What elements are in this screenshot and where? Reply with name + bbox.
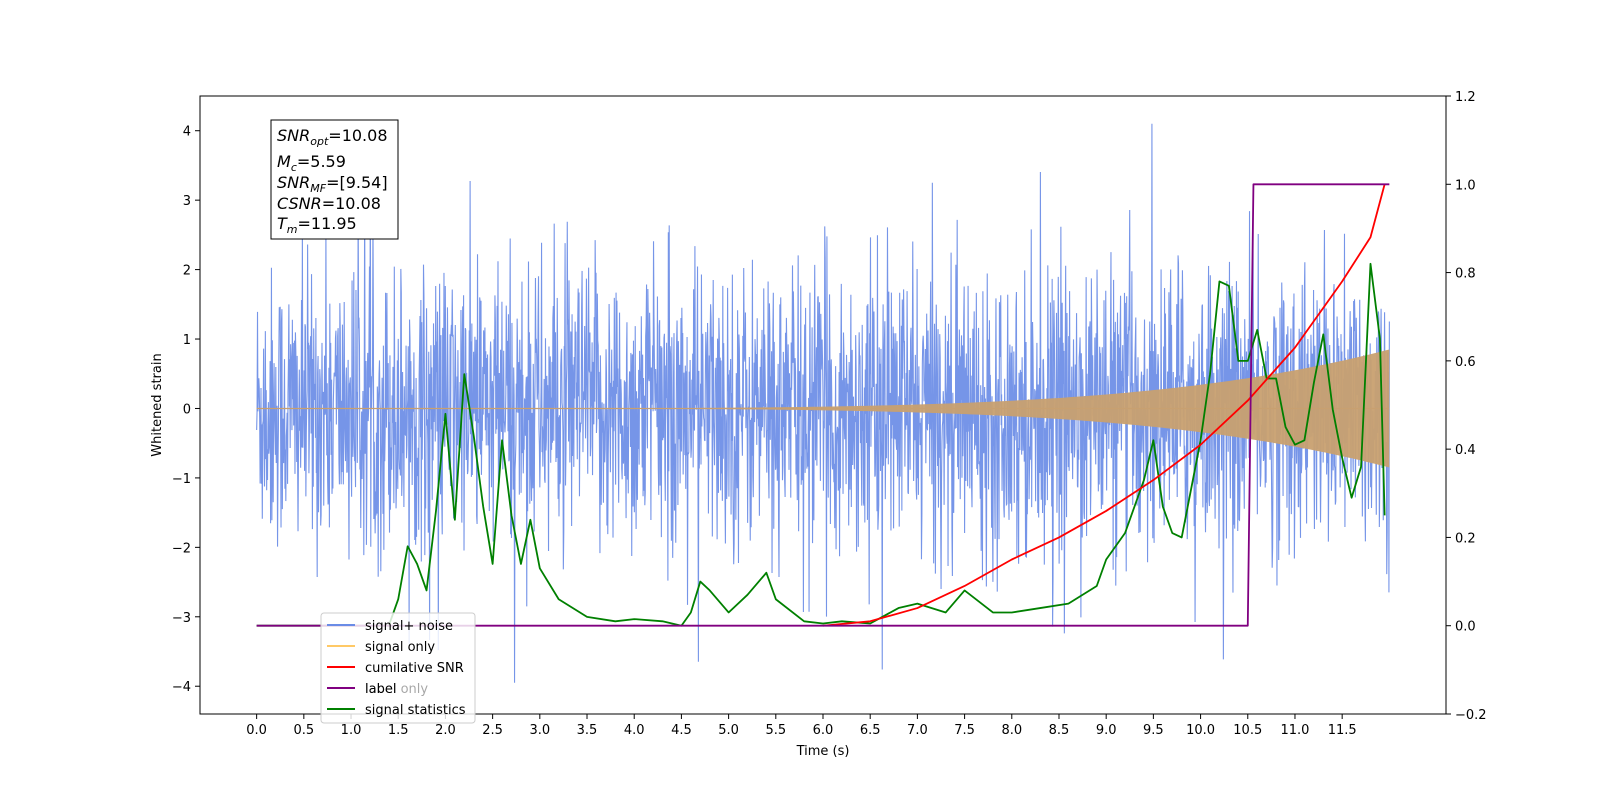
x-tick-label: 9.5 bbox=[1143, 723, 1164, 738]
y-tick-label: −1 bbox=[172, 472, 191, 487]
y-tick-label: 3 bbox=[183, 194, 191, 209]
legend-label-cumulative-snr: cumilative SNR bbox=[365, 661, 464, 676]
x-tick-label: 3.0 bbox=[529, 723, 550, 738]
cumulative-snr-line bbox=[822, 184, 1386, 627]
y-tick-label: −4 bbox=[172, 680, 191, 695]
right-axis-series bbox=[256, 183, 1390, 627]
x-axis: 0.0 0.5 1.0 1.5 2.0 2.5 3.0 3.5 4.0 4.5 5.0 5.5 6.0 6… bbox=[246, 714, 1357, 738]
x-tick-label: 10.5 bbox=[1233, 723, 1262, 738]
annotation-snr-opt: SNRopt=10.08 bbox=[277, 126, 388, 148]
y2-tick-label: 0.8 bbox=[1455, 267, 1476, 282]
y-tick-label: 2 bbox=[183, 264, 191, 279]
y-axis-right: 1.2 1.0 0.8 0.6 0.4 0.2 0.0 −0.2 bbox=[1446, 90, 1487, 723]
x-tick-label: 2.0 bbox=[435, 723, 456, 738]
x-tick-label: 4.5 bbox=[671, 723, 692, 738]
x-tick-label: 1.0 bbox=[341, 723, 362, 738]
y2-tick-label: 0.2 bbox=[1455, 531, 1476, 546]
legend-label-label: label bbox=[365, 682, 396, 697]
x-tick-label: 6.5 bbox=[860, 723, 881, 738]
x-tick-label: 8.5 bbox=[1049, 723, 1070, 738]
x-tick-label: 1.5 bbox=[388, 723, 409, 738]
legend-label-signal-noise: signal+ noise bbox=[365, 619, 453, 634]
x-tick-label: 8.0 bbox=[1001, 723, 1022, 738]
x-tick-label: 11.0 bbox=[1280, 723, 1309, 738]
legend-label-label-only: label only bbox=[365, 682, 428, 697]
y2-tick-label: 0.6 bbox=[1455, 355, 1476, 370]
x-tick-label: 0.0 bbox=[246, 723, 267, 738]
y2-tick-label: 0.0 bbox=[1455, 620, 1476, 635]
annotation-csnr: CSNR=10.08 bbox=[277, 194, 381, 213]
x-tick-label: 5.0 bbox=[718, 723, 739, 738]
y-axis-label: Whitened strain bbox=[150, 353, 165, 456]
signal-statistics-line bbox=[256, 262, 1386, 627]
x-tick-label: 5.5 bbox=[765, 723, 786, 738]
x-tick-label: 3.5 bbox=[577, 723, 598, 738]
y2-tick-label: 1.2 bbox=[1455, 90, 1476, 105]
y-tick-label: 4 bbox=[183, 125, 191, 140]
x-tick-label: 7.5 bbox=[954, 723, 975, 738]
x-tick-label: 11.5 bbox=[1328, 723, 1357, 738]
annotation-mc: Mc=5.59 bbox=[277, 152, 346, 174]
y-tick-label: −2 bbox=[172, 541, 191, 556]
annotation-box: SNRopt=10.08 Mc=5.59 SNRMF=[9.54] CSNR=1… bbox=[270, 119, 399, 240]
legend: signal+ noise signal only cumilative SNR… bbox=[320, 612, 476, 724]
y-tick-label: 0 bbox=[183, 402, 191, 417]
legend-label-signal-statistics: signal statistics bbox=[365, 703, 466, 718]
x-tick-label: 7.0 bbox=[907, 723, 928, 738]
x-tick-label: 6.0 bbox=[813, 723, 834, 738]
annotation-snr-mf: SNRMF=[9.54] bbox=[277, 173, 388, 195]
y-tick-label: −3 bbox=[172, 611, 191, 626]
x-tick-label: 4.0 bbox=[624, 723, 645, 738]
signal-only-trace bbox=[256, 349, 1390, 468]
y-tick-label: 1 bbox=[183, 333, 191, 348]
y2-tick-label: 0.4 bbox=[1455, 443, 1476, 458]
x-axis-label: Time (s) bbox=[796, 744, 850, 759]
y-axis-left: 4 3 2 1 0 −1 −2 −3 −4 bbox=[172, 125, 200, 695]
x-tick-label: 9.0 bbox=[1096, 723, 1117, 738]
legend-label-signal-only: signal only bbox=[365, 640, 435, 655]
label-line bbox=[256, 183, 1390, 627]
y2-tick-label: 1.0 bbox=[1455, 178, 1476, 193]
x-tick-label: 2.5 bbox=[482, 723, 503, 738]
annotation-tm: Tm=11.95 bbox=[277, 214, 357, 236]
x-tick-label: 10.0 bbox=[1186, 723, 1215, 738]
x-tick-label: 0.5 bbox=[293, 723, 314, 738]
y2-tick-label: −0.2 bbox=[1455, 708, 1487, 723]
